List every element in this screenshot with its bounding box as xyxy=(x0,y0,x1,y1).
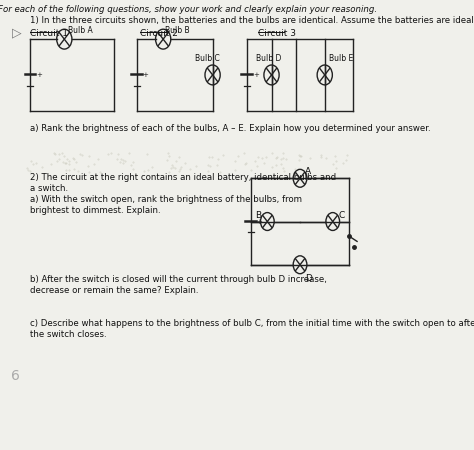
Text: brightest to dimmest. Explain.: brightest to dimmest. Explain. xyxy=(30,206,161,215)
Text: For each of the following questions, show your work and clearly explain your rea: For each of the following questions, sho… xyxy=(0,5,377,14)
Text: Bulb C: Bulb C xyxy=(195,54,220,63)
Text: the switch closes.: the switch closes. xyxy=(30,330,107,339)
Text: c) Describe what happens to the brightness of bulb C, from the initial time with: c) Describe what happens to the brightne… xyxy=(30,320,474,328)
Text: Bulb E: Bulb E xyxy=(328,54,353,63)
Text: +: + xyxy=(257,219,263,225)
Text: Bulb B: Bulb B xyxy=(165,26,190,35)
Text: decrease or remain the same? Explain.: decrease or remain the same? Explain. xyxy=(30,286,199,295)
Text: 2) The circuit at the right contains an ideal battery, identical bulbs and: 2) The circuit at the right contains an … xyxy=(30,173,336,182)
Text: ▷: ▷ xyxy=(12,26,21,39)
Text: B: B xyxy=(255,211,261,220)
Text: Bulb D: Bulb D xyxy=(256,54,282,63)
Text: 1) In the three circuits shown, the batteries and the bulbs are identical. Assum: 1) In the three circuits shown, the batt… xyxy=(30,16,474,25)
Text: a switch.: a switch. xyxy=(30,184,68,193)
Text: Circuit 3: Circuit 3 xyxy=(258,29,296,38)
Text: Circuit 2: Circuit 2 xyxy=(140,29,178,38)
Text: a) With the switch open, rank the brightness of the bulbs, from: a) With the switch open, rank the bright… xyxy=(30,195,302,204)
Text: +: + xyxy=(143,72,148,78)
Text: A: A xyxy=(305,167,311,176)
Text: C: C xyxy=(339,211,345,220)
Text: +: + xyxy=(253,72,259,78)
Text: Bulb A: Bulb A xyxy=(68,26,93,35)
Text: b) After the switch is closed will the current through bulb D increase,: b) After the switch is closed will the c… xyxy=(30,274,327,284)
Text: a) Rank the brightness of each of the bulbs, A – E. Explain how you determined y: a) Rank the brightness of each of the bu… xyxy=(30,124,431,133)
Text: D: D xyxy=(305,274,312,283)
Text: Circuit 1: Circuit 1 xyxy=(30,29,68,38)
Text: 6: 6 xyxy=(11,369,20,383)
Text: +: + xyxy=(36,72,42,78)
